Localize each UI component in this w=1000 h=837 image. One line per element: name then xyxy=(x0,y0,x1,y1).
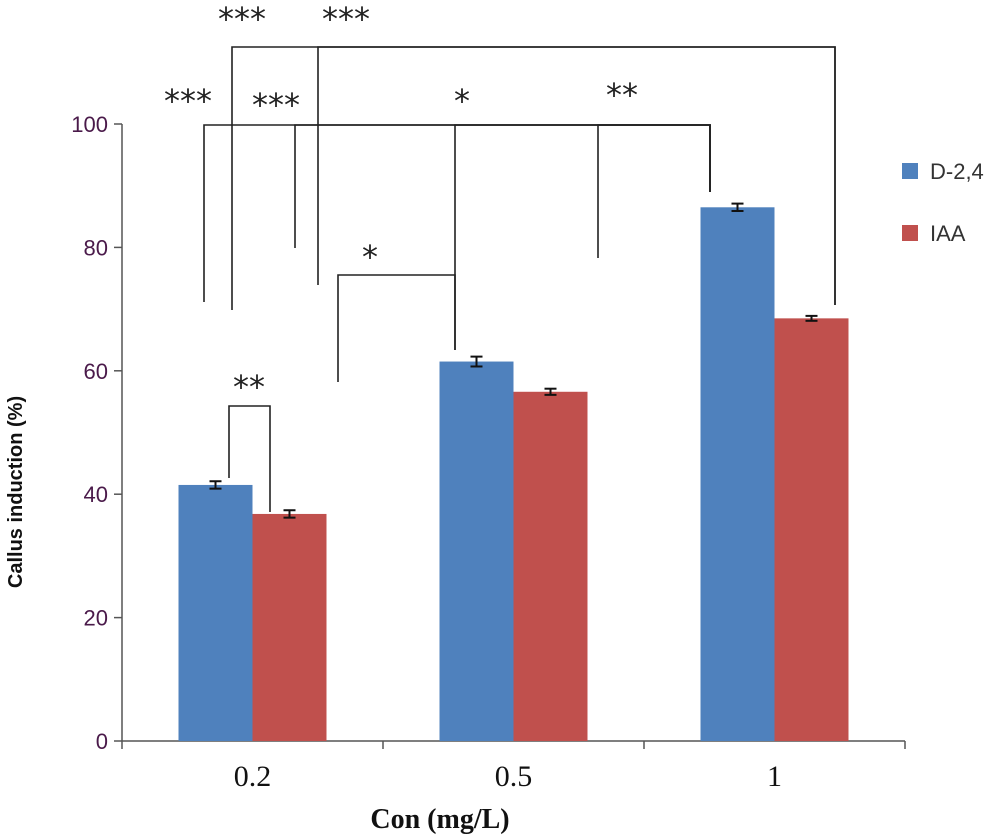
y-tick-label: 80 xyxy=(84,235,108,260)
significance-label: * xyxy=(362,238,378,276)
significance-label: *** xyxy=(218,0,266,38)
significance-label: ** xyxy=(233,368,265,406)
bar xyxy=(700,207,775,742)
x-tick-label: 0.2 xyxy=(234,760,272,793)
x-axis: 0.2 0.5 1 xyxy=(121,740,906,793)
legend: D-2,4 IAA xyxy=(902,159,984,246)
significance-bracket xyxy=(337,274,456,382)
significance-label: * xyxy=(454,82,470,120)
significance-bracket xyxy=(228,405,271,512)
significance-label: *** xyxy=(252,86,300,124)
bar xyxy=(513,391,588,741)
y-axis: 0 20 40 60 80 100 xyxy=(71,112,123,754)
legend-swatch xyxy=(902,225,918,241)
bar xyxy=(439,361,514,741)
y-tick-label: 100 xyxy=(71,112,108,137)
y-tick-label: 60 xyxy=(84,359,108,384)
y-axis-label: Callus induction (%) xyxy=(5,396,27,588)
significance-bracket xyxy=(454,124,711,350)
significance-label: *** xyxy=(322,0,370,38)
legend-label: IAA xyxy=(930,221,966,246)
significance-label: ** xyxy=(606,76,638,114)
x-axis-label: Con (mg/L) xyxy=(370,804,509,835)
bars xyxy=(178,202,849,742)
significance-bracket xyxy=(294,124,711,248)
significance-brackets: ****** *** * ***** *** xyxy=(164,0,836,512)
y-tick-label: 40 xyxy=(84,482,108,507)
x-tick-label: 0.5 xyxy=(495,760,533,793)
legend-swatch xyxy=(902,163,918,179)
significance-bracket xyxy=(597,124,711,258)
legend-label: D-2,4 xyxy=(930,159,984,184)
x-tick-label: 1 xyxy=(767,760,782,793)
bar xyxy=(252,513,327,741)
y-tick-label: 20 xyxy=(84,606,108,631)
bar xyxy=(178,484,253,741)
bar xyxy=(774,318,849,741)
significance-label: *** xyxy=(164,82,212,120)
y-tick-label: 0 xyxy=(96,729,108,754)
significance-bracket xyxy=(317,46,836,305)
significance-bracket xyxy=(203,124,711,302)
